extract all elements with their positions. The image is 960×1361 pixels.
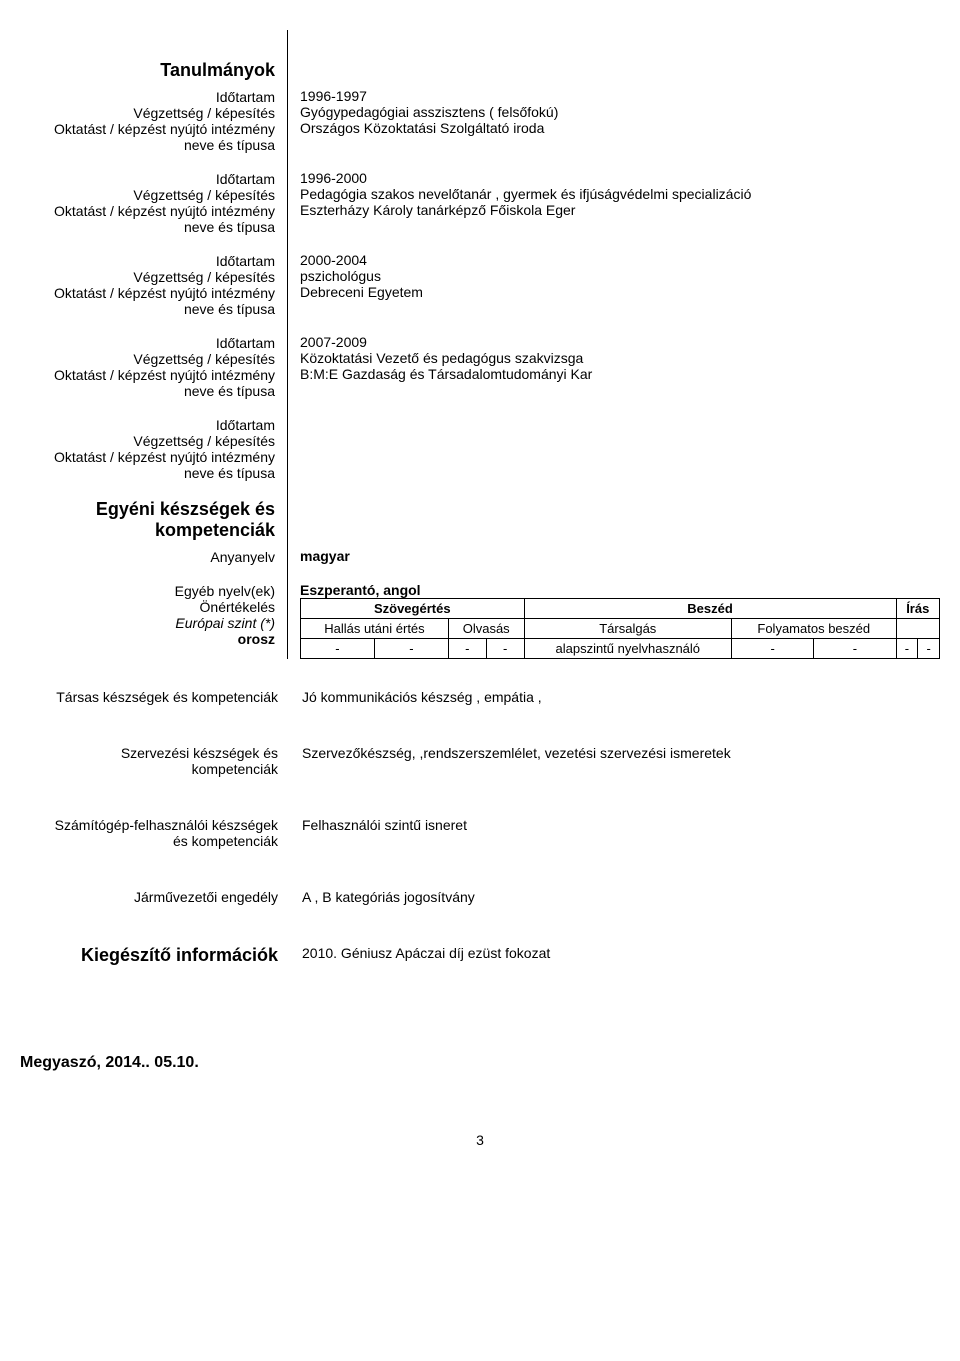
- label-computer-2: és kompetenciák: [20, 833, 278, 849]
- label-dates: Időtartam: [20, 171, 275, 187]
- education-dates: 1996-1997: [300, 88, 940, 104]
- education-degree: Gyógypedagógiai asszisztens ( felsőfokú): [300, 104, 940, 120]
- education-dates: 2007-2009: [300, 334, 940, 350]
- lang-cell: -: [448, 639, 486, 659]
- lang-cell: -: [486, 639, 524, 659]
- label-degree: Végzettség / képesítés: [20, 269, 275, 285]
- label-institution-1: Oktatást / képzést nyújtó intézmény: [20, 285, 275, 301]
- education-value: 1996-2000 Pedagógia szakos nevelőtanár ,…: [300, 170, 940, 234]
- education-entry: Időtartam Végzettség / képesítés Oktatás…: [20, 171, 275, 235]
- education-dates: 1996-2000: [300, 170, 940, 186]
- lang-cell: -: [374, 639, 448, 659]
- lang-cell: -: [814, 639, 896, 659]
- lang-cell: -: [918, 639, 940, 659]
- computer-skills-value: Felhasználói szintű isneret: [290, 817, 940, 849]
- education-entry: Időtartam Végzettség / képesítés Oktatás…: [20, 253, 275, 317]
- label-institution-2: neve és típusa: [20, 465, 275, 481]
- extra-info-value: 2010. Géniusz Apáczai díj ezüst fokozat: [290, 945, 940, 974]
- label-social-skills: Társas készségek és kompetenciák: [20, 689, 290, 705]
- label-mother-tongue: Anyanyelv: [20, 549, 275, 565]
- lang-header-reading: Szövegértés: [301, 599, 525, 619]
- footer-place-date: Megyaszó, 2014.. 05.10.: [20, 1054, 940, 1072]
- education-value: 1996-1997 Gyógypedagógiai asszisztens ( …: [300, 88, 940, 152]
- other-languages-value: Eszperantó, angol: [300, 582, 940, 598]
- lang-header-speaking: Beszéd: [524, 599, 896, 619]
- extra-info-heading: Kiegészítő információk: [20, 945, 290, 966]
- education-degree: pszichológus: [300, 268, 940, 284]
- social-skills-value: Jó kommunikációs készség , empátia ,: [290, 689, 940, 705]
- education-heading: Tanulmányok: [20, 60, 275, 81]
- label-russian: orosz: [20, 631, 275, 647]
- label-organisational-2: kompetenciák: [20, 761, 278, 777]
- lang-cell: -: [896, 639, 918, 659]
- label-institution-2: neve és típusa: [20, 137, 275, 153]
- education-institution: B:M:E Gazdaság és Társadalomtudományi Ka…: [300, 366, 940, 382]
- label-driving-licence: Járművezetői engedély: [20, 889, 290, 905]
- label-institution-1: Oktatást / képzést nyújtó intézmény: [20, 203, 275, 219]
- page-number: 3: [20, 1132, 940, 1148]
- label-dates: Időtartam: [20, 89, 275, 105]
- lang-sub-production: Folyamatos beszéd: [732, 619, 897, 639]
- label-dates: Időtartam: [20, 417, 275, 433]
- lang-header-writing: Írás: [896, 599, 939, 619]
- label-institution-1: Oktatást / képzést nyújtó intézmény: [20, 121, 275, 137]
- label-degree: Végzettség / képesítés: [20, 105, 275, 121]
- label-institution-1: Oktatást / képzést nyújtó intézmény: [20, 449, 275, 465]
- language-table: Szövegértés Beszéd Írás Hallás utáni ért…: [300, 598, 940, 659]
- driving-licence-value: A , B kategóriás jogosítvány: [290, 889, 940, 905]
- label-other-languages: Egyéb nyelv(ek): [20, 583, 275, 599]
- label-degree: Végzettség / képesítés: [20, 433, 275, 449]
- education-institution: Országos Közoktatási Szolgáltató iroda: [300, 120, 940, 136]
- label-self-assessment: Önértékelés: [20, 599, 275, 615]
- education-institution: Eszterházy Károly tanárképző Főiskola Eg…: [300, 202, 940, 218]
- label-dates: Időtartam: [20, 335, 275, 351]
- education-dates: 2000-2004: [300, 252, 940, 268]
- education-entry: Időtartam Végzettség / képesítés Oktatás…: [20, 335, 275, 399]
- education-value: [300, 416, 940, 480]
- label-institution-2: neve és típusa: [20, 301, 275, 317]
- education-degree: Közoktatási Vezető és pedagógus szakvizs…: [300, 350, 940, 366]
- label-european-level: Európai szint (*): [20, 615, 275, 631]
- education-entry: Időtartam Végzettség / képesítés Oktatás…: [20, 417, 275, 481]
- organisational-value: Szervezőkészség, ,rendszerszemlélet, vez…: [290, 745, 940, 777]
- education-value: 2007-2009 Közoktatási Vezető és pedagógu…: [300, 334, 940, 398]
- label-institution-1: Oktatást / képzést nyújtó intézmény: [20, 367, 275, 383]
- lang-sub-listening: Hallás utáni értés: [301, 619, 449, 639]
- label-degree: Végzettség / képesítés: [20, 351, 275, 367]
- education-institution: Debreceni Egyetem: [300, 284, 940, 300]
- skills-heading: Egyéni készségek és kompetenciák: [20, 499, 275, 541]
- education-value: 2000-2004 pszichológus Debreceni Egyetem: [300, 252, 940, 316]
- label-degree: Végzettség / képesítés: [20, 187, 275, 203]
- label-institution-2: neve és típusa: [20, 219, 275, 235]
- mother-tongue-value: magyar: [300, 548, 940, 564]
- education-degree: Pedagógia szakos nevelőtanár , gyermek é…: [300, 186, 940, 202]
- lang-sub-interaction: Társalgás: [524, 619, 732, 639]
- label-computer-1: Számítógép-felhasználói készségek: [20, 817, 278, 833]
- label-dates: Időtartam: [20, 253, 275, 269]
- lang-cell: alapszintű nyelvhasználó: [524, 639, 732, 659]
- lang-sub-reading: Olvasás: [448, 619, 524, 639]
- label-organisational-1: Szervezési készségek és: [20, 745, 278, 761]
- education-entry: Időtartam Végzettség / képesítés Oktatás…: [20, 89, 275, 153]
- lang-cell: -: [732, 639, 814, 659]
- lang-cell: -: [301, 639, 375, 659]
- label-institution-2: neve és típusa: [20, 383, 275, 399]
